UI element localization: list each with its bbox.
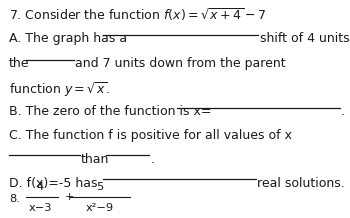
- Text: shift of 4 units to: shift of 4 units to: [260, 32, 350, 45]
- Text: B. The zero of the function is x=: B. The zero of the function is x=: [9, 105, 211, 118]
- Text: C. The function f is positive for all values of x: C. The function f is positive for all va…: [9, 129, 292, 142]
- Text: function $y = \sqrt{x}$.: function $y = \sqrt{x}$.: [9, 81, 110, 99]
- Text: real solutions.: real solutions.: [257, 177, 344, 190]
- Text: D. f(x)=-5 has: D. f(x)=-5 has: [9, 177, 97, 190]
- Text: .: .: [150, 153, 154, 166]
- Text: the: the: [9, 57, 29, 70]
- Text: and 7 units down from the parent: and 7 units down from the parent: [75, 57, 285, 70]
- Text: +: +: [65, 192, 74, 202]
- Text: 8.: 8.: [9, 194, 20, 204]
- Text: A. The graph has a: A. The graph has a: [9, 32, 127, 45]
- Text: 5: 5: [96, 182, 103, 192]
- Text: .: .: [340, 105, 344, 118]
- Text: x²−9: x²−9: [86, 203, 114, 213]
- Text: than: than: [81, 153, 110, 166]
- Text: 7. Consider the function $f(x) = \sqrt{x+4} - 7$: 7. Consider the function $f(x) = \sqrt{x…: [9, 7, 266, 23]
- Text: x−3: x−3: [28, 203, 52, 213]
- Text: 4: 4: [37, 182, 44, 192]
